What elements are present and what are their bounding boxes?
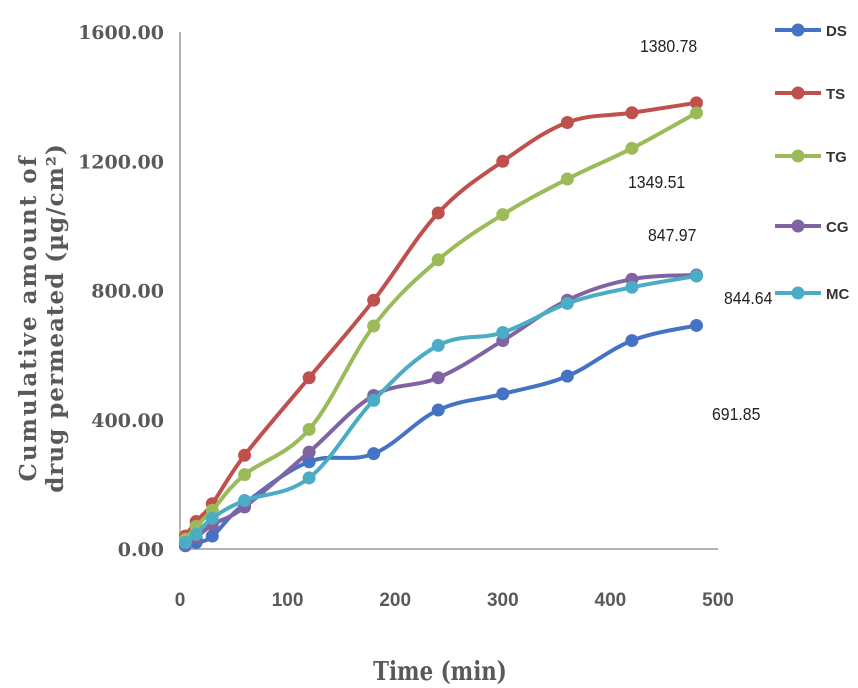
data-point-tg: [625, 141, 639, 155]
legend-label: CG: [826, 219, 849, 236]
legend-item-ts: TS: [775, 86, 845, 103]
series-tg: [178, 106, 703, 546]
data-point-tg: [689, 106, 703, 120]
data-point-tg: [238, 468, 252, 482]
data-point-ds: [560, 369, 574, 383]
data-point-ts: [689, 96, 703, 110]
data-point-mc: [302, 471, 316, 485]
data-point-tg: [496, 208, 510, 222]
data-point-ds: [689, 318, 703, 332]
data-point-tg: [560, 172, 574, 186]
series-layer: [178, 96, 703, 553]
data-point-ts: [625, 106, 639, 120]
legend-item-tg: TG: [775, 149, 847, 166]
y-axis-title-line-2: drug permeated (µg/cm²): [42, 143, 69, 493]
legend-label: TG: [826, 149, 847, 166]
x-tick-label: 300: [487, 590, 519, 611]
x-tick-label: 400: [595, 590, 627, 611]
data-point-mc: [560, 296, 574, 310]
y-axis-title-line-1: Cumulative amount of: [15, 154, 42, 481]
legend-swatch-marker: [791, 149, 805, 163]
data-point-ds: [496, 387, 510, 401]
data-point-mc: [178, 536, 192, 550]
data-point-mc: [205, 511, 219, 525]
data-point-tg: [302, 422, 316, 436]
x-tick-label: 500: [702, 590, 734, 611]
annotation-cg: 847.97: [648, 225, 696, 245]
annotation-ts: 1380.78: [640, 36, 697, 56]
data-point-ts: [496, 154, 510, 168]
data-point-ds: [205, 529, 219, 543]
data-point-ds: [367, 447, 381, 461]
series-line-ts: [183, 100, 699, 539]
annotation-ds: 691.85: [712, 404, 760, 424]
series-ds: [178, 318, 703, 553]
legend-swatch-marker: [791, 286, 805, 300]
series-mc: [178, 269, 703, 550]
data-point-mc: [625, 280, 639, 294]
annotation-tg: 1349.51: [628, 172, 685, 192]
y-tick-label: 1200.00: [78, 151, 164, 173]
data-point-cg: [302, 445, 316, 459]
legend-label: TS: [826, 86, 845, 103]
y-tick-label: 0.00: [118, 539, 164, 561]
x-tick-labels: 0 100 200 300 400 500: [175, 590, 734, 611]
data-point-ts: [238, 448, 252, 462]
axes: [179, 32, 718, 550]
legend-item-mc: MC: [775, 286, 849, 303]
data-point-mc: [431, 338, 445, 352]
legend-swatch-marker: [791, 219, 805, 233]
data-point-cg: [431, 371, 445, 385]
annotation-mc: 844.64: [724, 288, 772, 308]
data-point-tg: [367, 319, 381, 333]
data-point-mc: [689, 269, 703, 283]
data-annotations: 1380.78 1349.51 847.97 844.64 691.85: [628, 36, 772, 424]
x-tick-label: 200: [379, 590, 411, 611]
legend-item-ds: DS: [775, 23, 847, 40]
y-tick-label: 400.00: [91, 410, 164, 432]
y-tick-label: 1600.00: [78, 22, 164, 44]
data-point-mc: [496, 326, 510, 340]
x-axis-title: Time (min): [373, 656, 507, 687]
data-point-ts: [431, 206, 445, 220]
legend-swatch-marker: [791, 86, 805, 100]
data-point-mc: [238, 494, 252, 508]
legend-swatch-marker: [791, 23, 805, 37]
legend: DS TS TG CG MC: [775, 23, 849, 303]
data-point-ts: [560, 115, 574, 129]
y-tick-labels: 0.00 400.00 800.00 1200.00 1600.00: [78, 22, 164, 561]
data-point-ds: [302, 455, 316, 469]
series-line-tg: [183, 110, 699, 542]
x-tick-label: 0: [175, 590, 186, 611]
data-point-ds: [431, 403, 445, 417]
y-tick-label: 800.00: [91, 281, 164, 303]
data-point-tg: [431, 253, 445, 267]
legend-label: MC: [826, 286, 849, 303]
data-point-ts: [302, 371, 316, 385]
data-point-mc: [367, 393, 381, 407]
legend-label: DS: [826, 23, 847, 40]
legend-item-cg: CG: [775, 219, 849, 236]
data-point-ts: [367, 293, 381, 307]
x-tick-label: 100: [272, 590, 304, 611]
series-ts: [178, 96, 703, 543]
data-point-ds: [625, 334, 639, 348]
data-point-mc: [189, 527, 203, 541]
